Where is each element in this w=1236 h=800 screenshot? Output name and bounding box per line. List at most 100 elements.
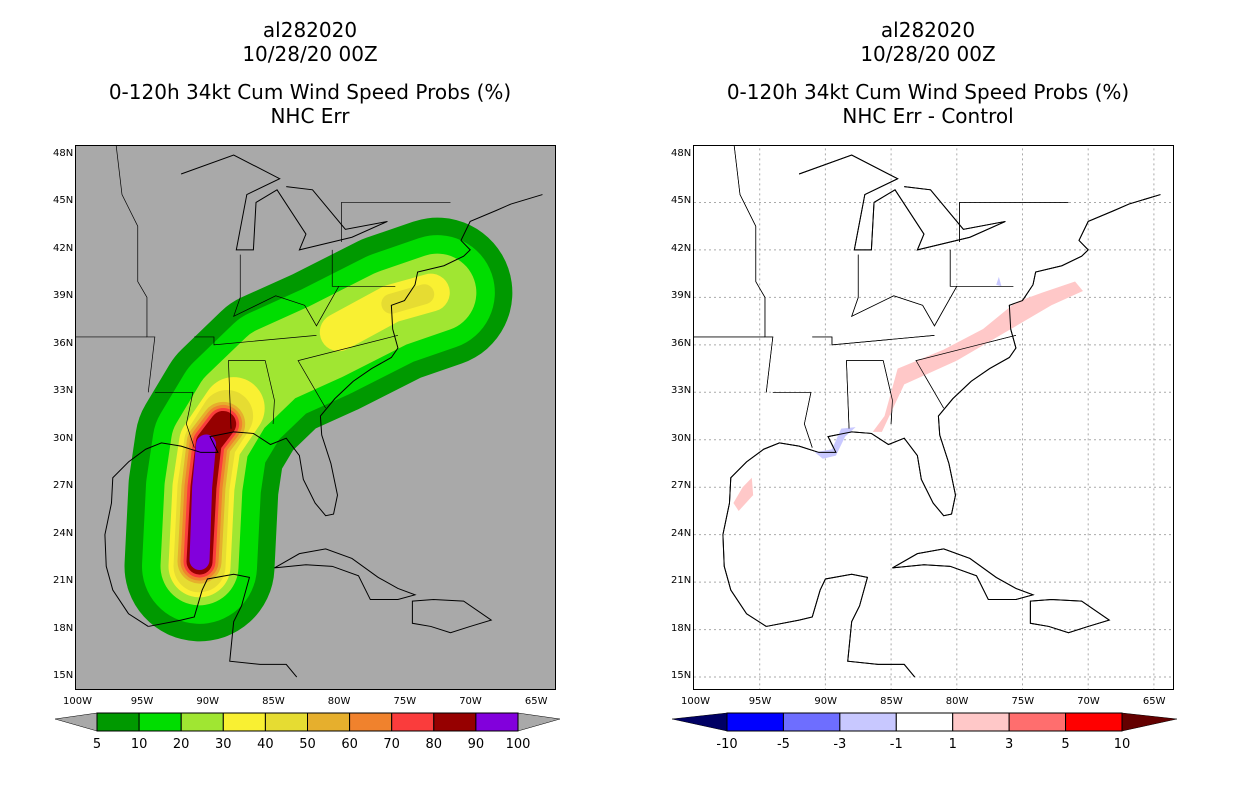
storm-id: al282020 <box>880 18 976 42</box>
lon-tick-label: 90W <box>814 696 838 707</box>
lat-tick-label: 42N <box>53 242 74 254</box>
state-border <box>228 360 275 429</box>
state-border <box>331 249 396 287</box>
lat-tick-label: 39N <box>671 290 692 302</box>
state-border <box>949 249 1014 287</box>
lat-tick-label: 30N <box>671 432 692 444</box>
lat-tick-label: 33N <box>53 385 74 397</box>
colorbar-swatch <box>391 712 435 732</box>
state-border <box>812 334 935 346</box>
colorbar-label: 40 <box>257 737 274 752</box>
state-border <box>959 202 1069 243</box>
state-border <box>772 391 813 448</box>
lon-tick-label: 95W <box>748 696 772 707</box>
colorbar-label: 50 <box>299 737 316 752</box>
lon-tick-label: 80W <box>945 696 969 707</box>
coastline <box>180 154 388 251</box>
lon-tick-label: 100W <box>63 696 92 707</box>
state-border <box>772 391 813 448</box>
colorbar-label: -1 <box>889 737 903 752</box>
colorbar-swatch <box>839 712 897 732</box>
lat-tick-label: 33N <box>671 385 692 397</box>
difference-area <box>872 281 1083 432</box>
colorbar-swatch <box>782 712 841 732</box>
coastline <box>892 548 1035 601</box>
colorbar-label: 5 <box>92 737 102 752</box>
colorbar-label: 100 <box>505 737 531 752</box>
colorbar-swatch <box>895 712 954 732</box>
lat-tick-label: 39N <box>53 290 74 302</box>
lat-tick-label: 36N <box>671 337 692 349</box>
state-border <box>851 254 958 327</box>
coastline <box>148 573 298 678</box>
lat-tick-label: 15N <box>53 669 74 681</box>
colorbar-label: 70 <box>383 737 400 752</box>
colorbar-swatch <box>1008 712 1067 732</box>
left-title: al282020 10/28/20 00Z 0-120h 34kt Cum Wi… <box>50 18 570 128</box>
colorbar-swatch <box>475 712 519 732</box>
state-border <box>233 254 340 327</box>
lon-tick-label: 90W <box>196 696 220 707</box>
coastline <box>411 599 493 634</box>
lat-tick-label: 18N <box>53 622 74 634</box>
colorbar-swatch <box>138 712 182 732</box>
lat-tick-label: 27N <box>671 480 692 492</box>
difference-area <box>814 427 856 459</box>
init-time: 10/28/20 00Z <box>242 42 378 66</box>
colorbar-label: 80 <box>425 737 443 752</box>
colorbar-label: 5 <box>1061 737 1070 752</box>
colorbar-over-arrow <box>1121 712 1177 732</box>
coastline <box>104 194 543 627</box>
colorbar-under-arrow <box>672 712 728 732</box>
probability-field <box>76 146 543 678</box>
state-border <box>154 391 195 448</box>
coastline <box>1029 599 1111 634</box>
state-border <box>341 202 451 243</box>
colorbar-label: 20 <box>172 737 190 752</box>
state-border <box>297 335 399 409</box>
difference-map <box>693 145 1174 690</box>
storm-id: al282020 <box>262 18 358 42</box>
lon-tick-label: 100W <box>681 696 710 707</box>
product-title: 0-120h 34kt Cum Wind Speed Probs (%) <box>108 80 512 104</box>
lon-tick-label: 70W <box>459 696 482 707</box>
colorbar-difference <box>672 712 1177 732</box>
colorbar-label: 1 <box>948 737 957 752</box>
colorbar-over-arrow <box>517 712 560 732</box>
lat-tick-label: 27N <box>53 480 74 492</box>
prob-contour-90 <box>189 434 217 570</box>
product-title: 0-120h 34kt Cum Wind Speed Probs (%) <box>726 80 1130 104</box>
colorbar-swatch <box>433 712 477 732</box>
state-border <box>915 335 1017 409</box>
colorbar-swatch <box>180 712 224 732</box>
prob-contour-ne-40 <box>381 284 435 314</box>
coastline <box>722 194 1161 627</box>
lon-tick-label: 80W <box>327 696 351 707</box>
lat-tick-label: 18N <box>671 622 692 634</box>
colorbar-label: 3 <box>1005 737 1014 752</box>
lon-tick-label: 70W <box>1077 696 1100 707</box>
state-border <box>851 254 958 327</box>
lat-tick-label: 15N <box>671 669 692 681</box>
state-border <box>194 334 317 346</box>
lat-tick-label: 21N <box>671 575 692 587</box>
lat-tick-label: 24N <box>53 527 74 539</box>
colorbar-swatch <box>952 712 1010 732</box>
lat-tick-label: 48N <box>671 148 692 159</box>
lon-tick-label: 85W <box>880 696 903 707</box>
state-border <box>959 202 1069 243</box>
lat-tick-label: 30N <box>53 432 74 444</box>
state-border <box>846 360 893 429</box>
coastline <box>766 573 916 678</box>
colorbar-label: 30 <box>215 737 232 752</box>
colorbar-label: 10 <box>1113 737 1131 752</box>
lat-tick-label: 24N <box>671 527 692 539</box>
coastline <box>892 548 1035 601</box>
init-time: 10/28/20 00Z <box>860 42 996 66</box>
colorbar-swatch <box>96 712 140 732</box>
colorbar-probability <box>55 712 560 732</box>
difference-field <box>694 146 1173 689</box>
lat-tick-label: 42N <box>671 242 692 254</box>
probability-map <box>75 145 556 690</box>
colorbar-swatch <box>222 712 266 732</box>
